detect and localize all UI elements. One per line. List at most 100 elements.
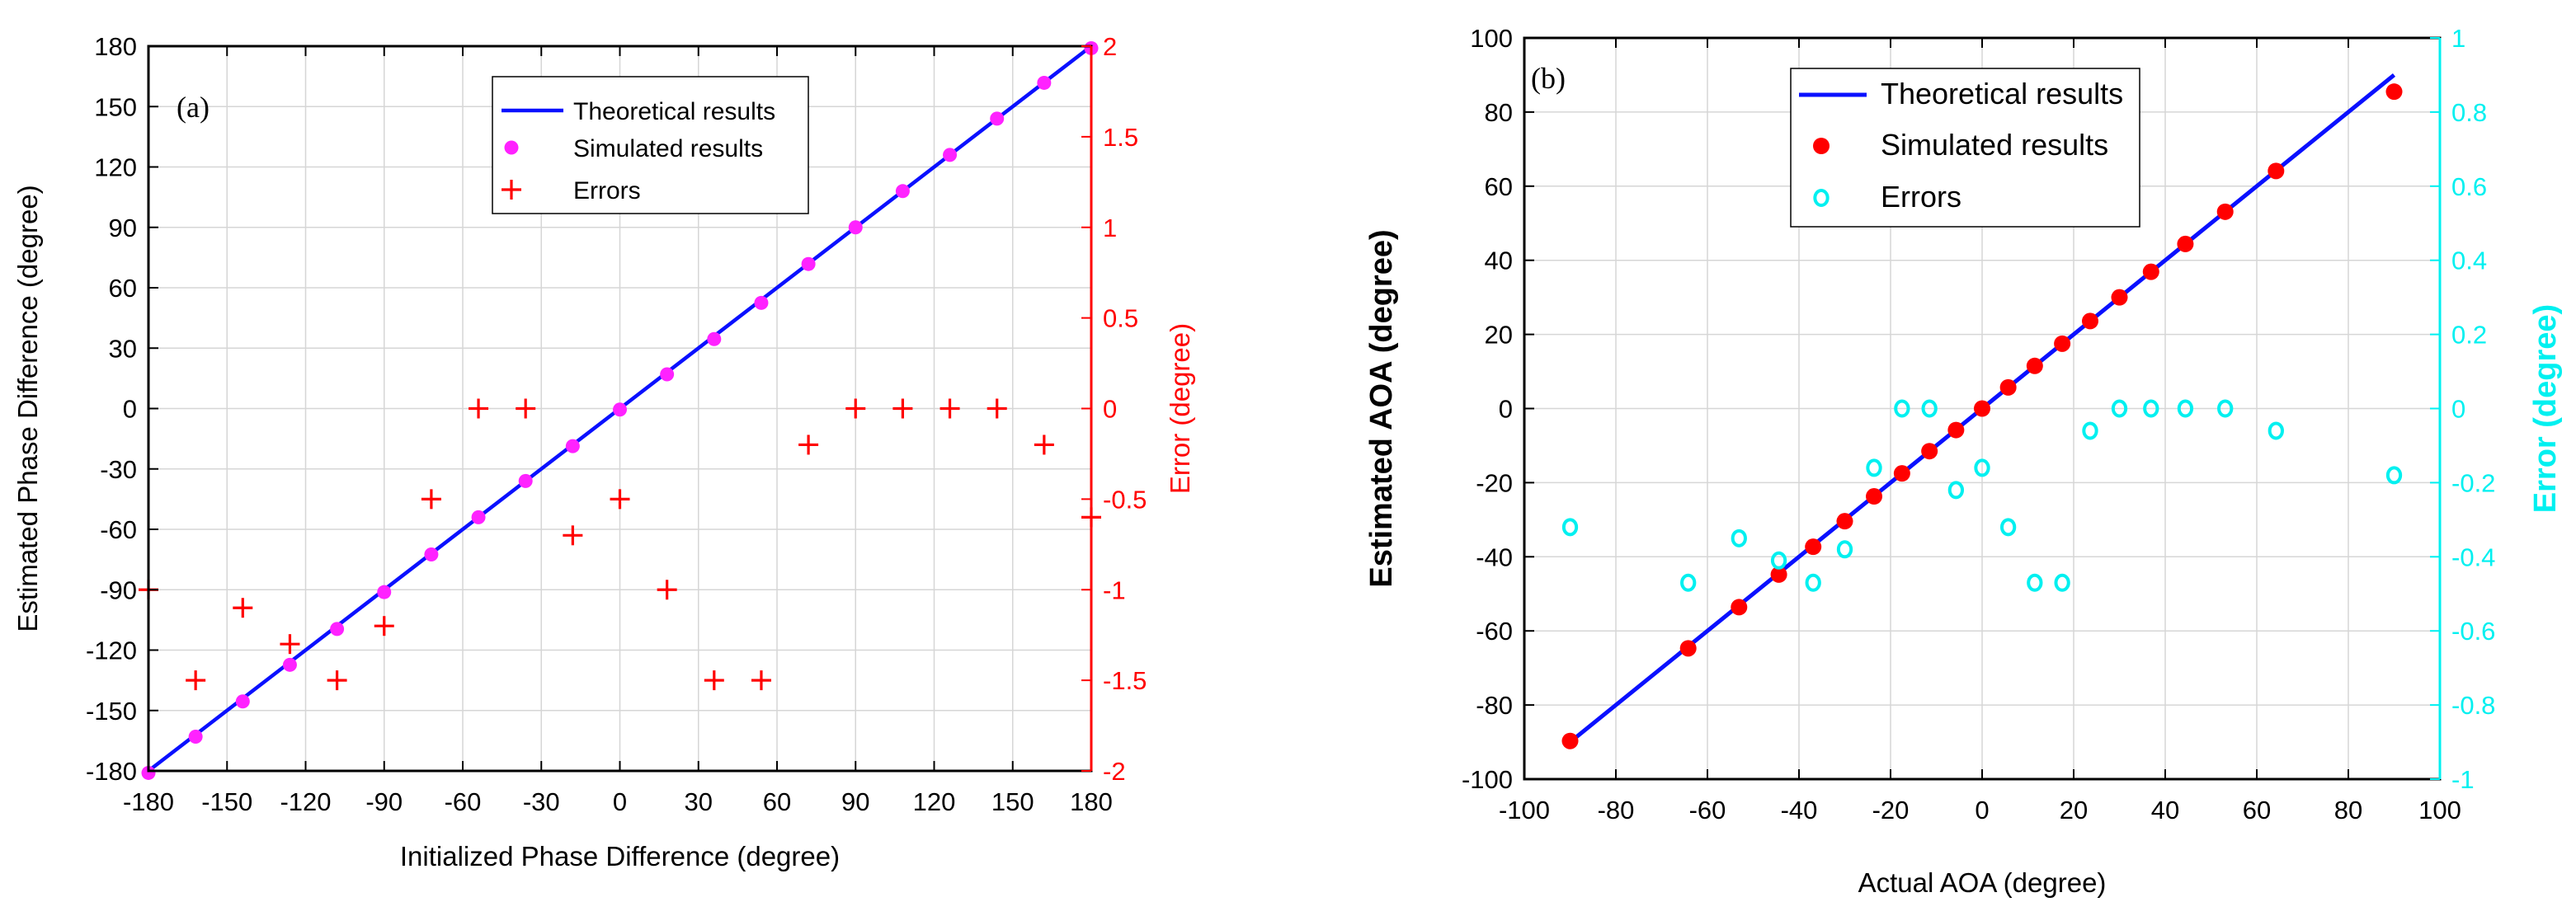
b-simulated-point-19 [2268, 162, 2285, 180]
b-simulated-point-16 [2142, 263, 2159, 280]
a-xtick-label-6: 0 [613, 787, 627, 816]
b-y-ticks: -100 -80 -60 -40 -20 0 20 40 60 80 100 [1462, 24, 1534, 794]
a-ytick-label-11: 150 [94, 92, 137, 121]
a-ytick-label-6: 0 [123, 395, 137, 424]
b-error-point-15 [2111, 399, 2128, 418]
a-error-point-11 [657, 580, 677, 600]
a-y2tick-label-4: 0 [1103, 395, 1117, 424]
b-error-point-1 [1680, 573, 1697, 592]
b-simulated-point-13 [2054, 335, 2071, 352]
b-error-point-7 [1894, 399, 1910, 418]
a-error-point-4 [327, 670, 347, 691]
b-error-point-5 [1836, 540, 1853, 559]
a-simulated-point-2 [235, 694, 250, 709]
b-y2tick-label-3: -0.4 [2451, 543, 2495, 571]
b-simulated-point-0 [1561, 732, 1579, 749]
a-simulated-point-11 [660, 367, 675, 382]
b-error-point-4 [1805, 573, 1821, 592]
a-simulated-point-0 [141, 765, 156, 780]
a-ytick-label-1: -150 [86, 697, 137, 726]
panel-a: -180 -150 -120 -90 -60 -30 0 30 60 90 120 150 180 -1… [12, 32, 1195, 871]
a-xtick-label-2: -120 [280, 787, 331, 816]
b-simulated-point-10 [1974, 400, 1990, 417]
a-y2-axis-label: Error (degree) [1165, 323, 1195, 494]
a-simulated-point-3 [282, 657, 297, 672]
b-legend-label-simulated: Simulated results [1881, 128, 2108, 162]
b-ytick-label-8: 60 [1485, 172, 1513, 201]
a-xtick-label-9: 90 [841, 787, 869, 816]
b-legend: Theoretical results Simulated results Er… [1790, 68, 2140, 228]
a-error-point-19 [1034, 435, 1054, 455]
a-xtick-label-7: 30 [685, 787, 713, 816]
a-simulated-point-4 [330, 622, 345, 637]
a-legend-label-errors: Errors [573, 177, 641, 204]
a-ytick-label-9: 90 [109, 214, 137, 242]
a-error-point-10 [610, 489, 630, 510]
a-xtick-label-3: -90 [365, 787, 403, 816]
b-error-point-10 [1974, 458, 1990, 477]
b-y2-ticks: -1 -0.8 -0.6 -0.4 -0.2 0 0.2 0.4 0.6 0.8 1 [2430, 24, 2495, 794]
a-error-point-15 [845, 398, 866, 419]
a-legend-symbols [502, 108, 563, 200]
a-xtick-label-0: -180 [123, 787, 174, 816]
b-error-point-12 [2027, 573, 2043, 592]
a-simulated-points [141, 40, 1099, 780]
b-simulated-point-7 [1893, 465, 1910, 482]
a-error-point-1 [186, 670, 206, 691]
a-simulated-point-5 [377, 585, 392, 599]
b-error-point-9 [1947, 481, 1965, 500]
b-error-point-14 [2082, 421, 2098, 440]
b-simulated-point-20 [2385, 83, 2403, 101]
b-legend-symbol-errors [1813, 189, 1830, 207]
a-legend-label-theory: Theoretical results [573, 98, 775, 125]
a-error-point-18 [987, 398, 1007, 419]
b-y-axis-label: Estimated AOA (degree) [1364, 229, 1399, 587]
b-simulated-point-2 [1731, 599, 1748, 616]
b-xtick-label-6: 20 [2060, 796, 2088, 824]
b-simulated-point-4 [1805, 538, 1822, 556]
a-y2tick-label-7: 1.5 [1103, 123, 1138, 152]
b-ytick-label-10: 100 [1470, 24, 1513, 53]
a-xtick-label-5: -30 [523, 787, 560, 816]
b-error-point-18 [2217, 399, 2234, 418]
b-error-point-13 [2054, 573, 2070, 592]
b-simulated-points [1561, 83, 2403, 749]
b-x-axis-label: Actual AOA (degree) [1858, 867, 2107, 898]
a-y2tick-label-6: 1 [1103, 214, 1117, 242]
a-error-point-7 [469, 398, 489, 419]
b-error-point-17 [2177, 399, 2194, 418]
b-simulated-point-9 [1947, 421, 1965, 439]
a-y2tick-label-8: 2 [1103, 32, 1117, 61]
b-simulated-point-5 [1836, 513, 1853, 530]
a-y2tick-label-5: 0.5 [1103, 304, 1138, 333]
b-xtick-label-8: 60 [2243, 796, 2271, 824]
b-ytick-label-1: -80 [1476, 691, 1513, 720]
b-xtick-label-7: 40 [2151, 796, 2179, 824]
b-panel-label: (b) [1531, 62, 1566, 95]
a-ytick-label-12: 180 [94, 32, 137, 61]
b-simulated-point-18 [2216, 203, 2234, 220]
b-ytick-label-3: -40 [1476, 543, 1513, 571]
b-xtick-label-2: -60 [1689, 796, 1726, 824]
b-error-point-19 [2268, 421, 2284, 440]
b-error-point-3 [1770, 551, 1787, 570]
panel-b: -100 -80 -60 -40 -20 0 20 40 60 80 100 -100-80-60-… [1364, 24, 2563, 898]
b-error-point-16 [2143, 399, 2159, 418]
b-simulated-point-11 [1999, 378, 2017, 396]
b-ytick-label-4: -20 [1476, 468, 1513, 497]
b-simulated-point-1 [1679, 640, 1697, 657]
a-legend-box [492, 76, 809, 214]
b-simulated-point-8 [1921, 443, 1938, 460]
a-error-point-8 [516, 398, 536, 419]
a-simulated-point-12 [707, 331, 722, 346]
a-error-point-13 [751, 670, 771, 691]
b-error-point-6 [1866, 458, 1882, 477]
a-xtick-label-4: -60 [445, 787, 482, 816]
b-xtick-label-1: -80 [1598, 796, 1635, 824]
a-y2tick-label-0: -2 [1103, 757, 1126, 786]
a-xtick-label-11: 150 [991, 787, 1034, 816]
b-simulated-point-3 [1770, 566, 1787, 583]
b-y2tick-label-2: -0.6 [2451, 617, 2495, 646]
b-xtick-label-10: 100 [2418, 796, 2461, 824]
a-panel-label: (a) [177, 91, 210, 124]
